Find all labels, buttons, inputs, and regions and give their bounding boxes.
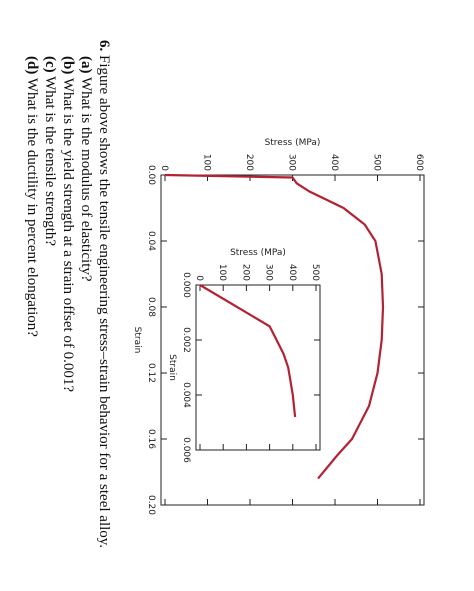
item-text: What is the tensile strength? [42,76,58,246]
item-text: What is the yield strength at a strain o… [60,78,76,393]
plot-frame [195,284,321,451]
y-tick-label: 100 [202,154,212,171]
y-tick-label: 600 [414,154,424,171]
x-tick-label: 0.16 [146,429,156,449]
item-text: What is the ductility in percent elongat… [24,78,40,337]
item-label: (c) [42,56,58,73]
y-tick-label: 300 [264,264,274,281]
x-tick-label: 0.004 [181,382,191,408]
item-text: What is the modulus of elasticity? [78,77,94,282]
question-item: (b) What is the yield strength at a stra… [60,56,76,392]
y-axis-title: Stress (MPa) [230,248,286,258]
y-tick-label: 200 [244,154,254,171]
y-tick-label: 500 [372,154,382,171]
item-label: (a) [78,56,94,74]
x-tick-label: 0.002 [181,327,191,353]
x-axis-title: Strain [167,354,177,381]
y-axis-title: Stress (MPa) [265,138,321,148]
item-label: (d) [24,56,40,74]
stress-strain-curve [199,284,297,418]
question-intro: 6. Figure above shows the tensile engine… [96,40,112,548]
x-axis-title: Strain [132,327,142,354]
y-tick-label: 400 [287,264,297,281]
y-tick-label: 500 [310,264,320,281]
stress-strain-curve [164,173,385,480]
x-tick-label: 0.000 [181,272,191,298]
x-tick-label: 0.08 [146,297,156,317]
question-item: (d) What is the ductility in percent elo… [24,56,40,337]
y-tick-label: 0 [194,275,204,281]
question-item: (a) What is the modulus of elasticity? [78,56,94,282]
x-tick-label: 0.20 [146,495,156,515]
x-tick-label: 0.006 [181,437,191,463]
x-tick-label: 0.00 [146,165,156,185]
item-label: (b) [60,56,76,74]
y-tick-label: 0 [159,165,169,171]
x-tick-label: 0.12 [146,363,156,383]
y-tick-label: 100 [217,264,227,281]
y-tick-label: 200 [240,264,250,281]
rotated-content: 6. Figure above shows the tensile engine… [24,40,425,548]
y-tick-label: 300 [287,154,297,171]
question-number: 6. [96,40,112,52]
y-tick-label: 400 [329,154,339,171]
question-text: Figure above shows the tensile engineeri… [96,55,112,548]
question-item: (c) What is the tensile strength? [42,56,58,246]
x-tick-label: 0.04 [146,231,156,251]
